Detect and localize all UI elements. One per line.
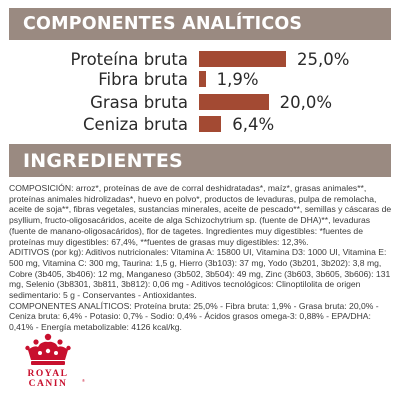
bar xyxy=(199,71,206,87)
crown-icon xyxy=(25,333,71,365)
registered-mark: ® xyxy=(82,378,85,383)
ingredients-banner: INGREDIENTES xyxy=(9,144,391,177)
bar-value-label: 20,0% xyxy=(279,93,333,112)
logo-word-canin: CANIN xyxy=(28,379,68,389)
ingredients-text: COMPOSICIÓN: arroz*, proteínas de ave de… xyxy=(9,183,393,333)
bar xyxy=(199,51,286,67)
analytics-banner: COMPONENTES ANALÍTICOS xyxy=(9,8,391,40)
bar-label: Proteína bruta xyxy=(70,50,189,69)
analytical-paragraph: COMPONENTES ANALÍTICOS: Proteína bruta: … xyxy=(9,300,379,333)
ingredients-title: INGREDIENTES xyxy=(23,149,183,172)
bar-value-label: 6,4% xyxy=(232,115,275,134)
logo-word-royal: ROYAL xyxy=(27,369,69,379)
bar-label: Grasa bruta xyxy=(90,93,188,112)
analytics-title: COMPONENTES ANALÍTICOS xyxy=(23,14,303,34)
bar-label: Fibra bruta xyxy=(98,70,188,89)
logo-wordmark: ROYAL CANIN xyxy=(4,369,92,389)
bar xyxy=(199,94,269,110)
brand-logo: ROYAL CANIN ® xyxy=(4,333,92,393)
bar-label: Ceniza bruta xyxy=(82,115,188,134)
bar-value-label: 25,0% xyxy=(297,50,350,69)
analytics-bar-chart: Proteína bruta 25,0% Fibra bruta 1,9% Grasa … xyxy=(0,0,400,140)
bar xyxy=(199,116,222,132)
bar-value-label: 1,9% xyxy=(216,70,259,89)
composition-paragraph: COMPOSICIÓN: arroz*, proteínas de ave de… xyxy=(9,183,392,247)
additives-paragraph: ADITIVOS (por kg): Aditivos nutricionale… xyxy=(9,247,391,301)
